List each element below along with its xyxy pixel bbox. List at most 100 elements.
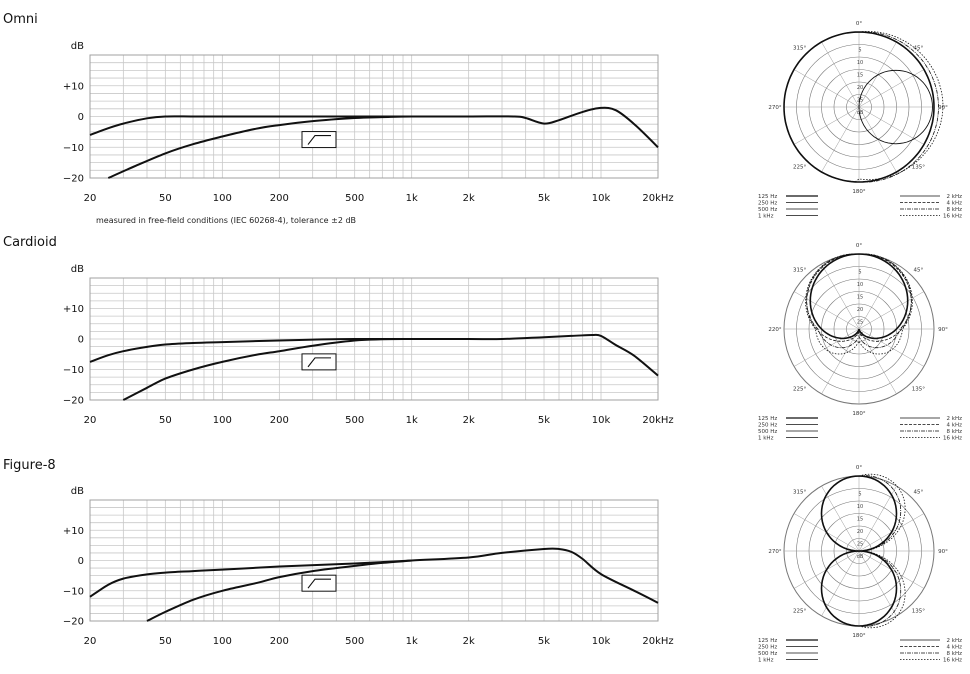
x-tick-label: 500 [345, 415, 364, 426]
polar-ring-label: 15 [857, 295, 863, 301]
polar-angle-label: 225° [793, 608, 806, 614]
x-tick-label: 100 [213, 636, 232, 647]
response-curve-main [89, 106, 659, 149]
legend-label: 8 kHz [947, 207, 963, 213]
legend-label: 16 kHz [943, 214, 962, 220]
polar-ring-label: 20 [857, 307, 863, 313]
polar-diagram-fig8: 5 10 15 20 25 dB 0° 45° 90° 135° 180° 225° 270° 315° 1… [758, 465, 962, 664]
polar-angle-label: 220° [768, 327, 781, 333]
high-pass-filter-icon [301, 574, 337, 592]
x-tick-label: 2k [463, 193, 475, 204]
legend-label: 4 kHz [947, 423, 963, 429]
polar-angle-label: 90° [938, 327, 948, 333]
x-tick-label: 200 [270, 415, 289, 426]
polar-angle-label: 90° [938, 105, 948, 111]
polar-spoke [858, 328, 925, 367]
x-tick-label: 1k [406, 193, 418, 204]
legend-label: 16 kHz [943, 658, 962, 664]
polar-spoke [821, 328, 860, 395]
chart-title: Omni [3, 12, 38, 27]
x-tick-label: 50 [159, 415, 172, 426]
polar-angle-label: 315° [793, 268, 806, 274]
polar-spoke [821, 41, 860, 108]
legend-label: 125 Hz [758, 638, 777, 644]
polar-angle-label: 135° [912, 386, 925, 392]
polar-spoke [858, 263, 897, 330]
polar-spoke [821, 550, 860, 617]
y-tick-label: −10 [63, 586, 84, 597]
polar-spoke [793, 291, 860, 330]
y-tick-label: 0 [78, 335, 84, 346]
x-tick-label: 10k [592, 193, 611, 204]
polar-ring-label: dB [857, 110, 864, 116]
polar-angle-label: 0° [856, 21, 862, 27]
legend-label: 8 kHz [947, 651, 963, 657]
legend-label: 250 Hz [758, 423, 777, 429]
response-curve-low-cut [146, 559, 412, 622]
polar-ring-label: dB [857, 332, 864, 338]
polar-ring-label: 10 [857, 60, 863, 66]
legend-label: 500 Hz [758, 207, 777, 213]
x-tick-label: 10k [592, 636, 611, 647]
legend-label: 2 kHz [947, 194, 963, 200]
legend-label: 2 kHz [947, 416, 963, 422]
x-tick-label: 20 [84, 415, 97, 426]
polar-pattern-curve [783, 31, 944, 183]
polar-spoke [858, 485, 897, 552]
polar-spoke [821, 263, 860, 330]
legend-label: 500 Hz [758, 651, 777, 657]
x-tick-label: 50 [159, 636, 172, 647]
x-tick-label: 100 [213, 415, 232, 426]
x-tick-label: 100 [213, 193, 232, 204]
polar-spoke [793, 328, 860, 367]
x-tick-label: 20 [84, 193, 97, 204]
polar-spoke [858, 328, 897, 395]
x-tick-label: 5k [538, 193, 550, 204]
x-tick-label: 5k [538, 636, 550, 647]
y-tick-label: +10 [63, 304, 84, 315]
y-tick-label: +10 [63, 81, 84, 92]
polar-angle-label: 180° [852, 189, 865, 195]
polar-pattern-curve [809, 253, 909, 340]
polar-ring-label: 5 [858, 48, 861, 54]
legend-label: 250 Hz [758, 645, 777, 651]
high-pass-filter-icon [301, 131, 337, 149]
legend-label: 500 Hz [758, 429, 777, 435]
polar-spoke [821, 485, 860, 552]
polar-pattern-curve [858, 69, 933, 145]
polar-pattern-curve [821, 473, 906, 629]
plot-frame [89, 277, 659, 401]
y-tick-label: 0 [78, 556, 84, 567]
legend-label: 8 kHz [947, 429, 963, 435]
polar-angle-label: 90° [938, 549, 948, 555]
polar-ring-label: 15 [857, 73, 863, 79]
polar-spoke [793, 106, 860, 145]
y-axis-unit: dB [71, 41, 84, 52]
x-tick-label: 1k [406, 415, 418, 426]
y-axis-unit: dB [71, 264, 84, 275]
legend-label: 1 kHz [758, 214, 774, 220]
polar-pattern-curve [806, 253, 912, 349]
legend-label: 16 kHz [943, 436, 962, 442]
polar-angle-label: 45° [914, 268, 924, 274]
polar-angle-label: 135° [912, 164, 925, 170]
chart-title: Cardioid [3, 235, 57, 250]
x-tick-label: 20kHz [642, 193, 673, 204]
legend-label: 4 kHz [947, 201, 963, 207]
legend-label: 1 kHz [758, 436, 774, 442]
plot-frame [89, 54, 659, 179]
polar-angle-label: 270° [768, 549, 781, 555]
polar-spoke [858, 291, 925, 330]
x-tick-label: 200 [270, 636, 289, 647]
grid [89, 499, 659, 622]
polar-ring-label: 25 [857, 320, 863, 326]
polar-angle-label: 180° [852, 633, 865, 639]
x-tick-label: 50 [159, 193, 172, 204]
x-tick-label: 2k [463, 415, 475, 426]
polar-spoke [858, 550, 897, 617]
